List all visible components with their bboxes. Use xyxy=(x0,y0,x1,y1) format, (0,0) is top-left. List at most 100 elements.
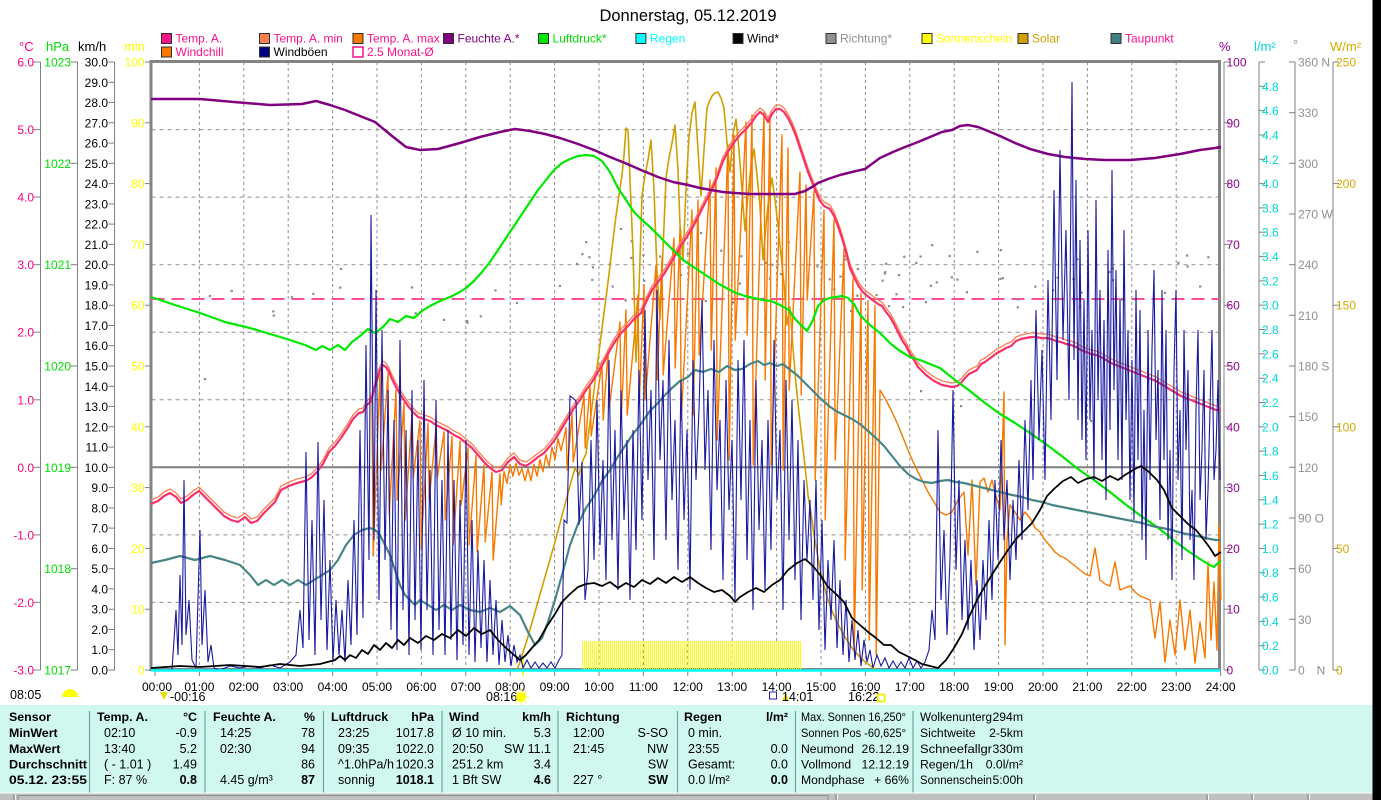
svg-text:Neumond: Neumond xyxy=(801,742,854,756)
svg-text:50: 50 xyxy=(1336,542,1350,556)
svg-text:30: 30 xyxy=(1298,613,1312,627)
svg-text:0.0l/m²: 0.0l/m² xyxy=(986,758,1023,772)
svg-text:Sonnen Pos -60,625°: Sonnen Pos -60,625° xyxy=(801,726,906,740)
svg-text:-0.9: -0.9 xyxy=(175,726,197,740)
svg-text:7.0: 7.0 xyxy=(91,522,108,536)
svg-text:15.0: 15.0 xyxy=(85,360,109,374)
svg-text:3.0: 3.0 xyxy=(1262,299,1279,313)
svg-text:12:00: 12:00 xyxy=(673,680,703,694)
svg-text:30.0: 30.0 xyxy=(85,56,109,70)
svg-text:0.0: 0.0 xyxy=(1262,664,1279,678)
svg-text:MinWert: MinWert xyxy=(9,726,58,740)
svg-text:80: 80 xyxy=(131,177,145,191)
svg-text:21.0: 21.0 xyxy=(85,238,109,252)
svg-text:1018: 1018 xyxy=(44,562,71,576)
svg-text:16:00: 16:00 xyxy=(850,680,880,694)
svg-text:05.12. 23:55: 05.12. 23:55 xyxy=(9,773,87,787)
svg-text:2.5 Monat-Ø: 2.5 Monat-Ø xyxy=(367,45,434,59)
svg-text:2.2: 2.2 xyxy=(1262,396,1279,410)
svg-text:1.0: 1.0 xyxy=(91,643,108,657)
svg-text:4.6: 4.6 xyxy=(534,773,551,787)
svg-text:Richtung*: Richtung* xyxy=(840,32,892,46)
svg-text:1020: 1020 xyxy=(44,360,71,374)
svg-text:6.0: 6.0 xyxy=(91,542,108,556)
svg-text:87: 87 xyxy=(301,773,315,787)
svg-text:14.0: 14.0 xyxy=(85,380,109,394)
svg-text:Richtung: Richtung xyxy=(566,710,620,724)
svg-text:%: % xyxy=(304,710,315,724)
svg-text:1.2: 1.2 xyxy=(1262,518,1279,532)
svg-text:00:00: 00:00 xyxy=(142,680,172,694)
svg-text:10: 10 xyxy=(1227,603,1241,617)
svg-text:227 °: 227 ° xyxy=(573,773,602,787)
svg-text:29.0: 29.0 xyxy=(85,76,109,90)
svg-text:Regen: Regen xyxy=(684,710,722,724)
svg-text:Windchill: Windchill xyxy=(176,45,224,59)
svg-text:4.0: 4.0 xyxy=(91,582,108,596)
svg-text:SW: SW xyxy=(648,773,668,787)
svg-text:11.0: 11.0 xyxy=(86,441,109,455)
svg-text:02:30: 02:30 xyxy=(220,742,251,756)
svg-text:100: 100 xyxy=(1336,420,1356,434)
svg-text:02:10: 02:10 xyxy=(104,726,135,740)
svg-text:Feuchte A.: Feuchte A. xyxy=(213,710,276,724)
svg-text:20: 20 xyxy=(1227,542,1241,556)
svg-text:10.0: 10.0 xyxy=(85,461,109,475)
svg-text:Luftdruck*: Luftdruck* xyxy=(553,32,607,46)
svg-text:02:00: 02:00 xyxy=(229,680,259,694)
svg-text:1.0: 1.0 xyxy=(1262,542,1279,556)
svg-text:08:00: 08:00 xyxy=(495,680,525,694)
svg-text:24.0: 24.0 xyxy=(85,177,109,191)
svg-text:100: 100 xyxy=(124,56,144,70)
svg-text:-2.0: -2.0 xyxy=(13,596,34,610)
svg-text:250: 250 xyxy=(1336,56,1356,70)
svg-text:23:55: 23:55 xyxy=(688,742,719,756)
svg-text:4.0: 4.0 xyxy=(1262,177,1279,191)
svg-text:3.2: 3.2 xyxy=(1262,274,1279,288)
svg-text:4.4: 4.4 xyxy=(1262,129,1279,143)
svg-text:1017.8: 1017.8 xyxy=(396,726,434,740)
svg-text:-3.0: -3.0 xyxy=(13,664,34,678)
svg-text:270 W: 270 W xyxy=(1298,208,1333,222)
svg-text:23:25: 23:25 xyxy=(338,726,369,740)
svg-text:5.0: 5.0 xyxy=(91,562,108,576)
svg-text:Wind*: Wind* xyxy=(747,32,779,46)
svg-text:2.8: 2.8 xyxy=(1262,323,1279,337)
svg-text:17.0: 17.0 xyxy=(85,319,109,333)
svg-text:4.45 g/m³: 4.45 g/m³ xyxy=(220,773,273,787)
svg-text:1019: 1019 xyxy=(44,461,71,475)
svg-text:1017: 1017 xyxy=(44,664,71,678)
svg-text:0.0: 0.0 xyxy=(91,664,108,678)
svg-text:251.2 km: 251.2 km xyxy=(452,758,503,772)
svg-text:0.0: 0.0 xyxy=(771,773,788,787)
svg-text:Wolkenunterg: Wolkenunterg xyxy=(920,710,992,724)
svg-text:5.0: 5.0 xyxy=(17,123,34,137)
svg-text:330m: 330m xyxy=(993,742,1024,756)
svg-text:0: 0 xyxy=(1336,664,1343,678)
svg-text:1020.3: 1020.3 xyxy=(396,758,434,772)
svg-text:0.0: 0.0 xyxy=(771,758,788,772)
svg-text:08:16: 08:16 xyxy=(486,690,517,704)
svg-text:5.3: 5.3 xyxy=(534,726,551,740)
svg-text:13.0: 13.0 xyxy=(85,400,109,414)
svg-text:Windböen: Windböen xyxy=(274,45,328,59)
svg-text:12.0: 12.0 xyxy=(85,420,109,434)
svg-text:14:00: 14:00 xyxy=(762,680,792,694)
svg-text:hPa: hPa xyxy=(411,710,434,724)
svg-text:2.4: 2.4 xyxy=(1262,372,1279,386)
svg-text:07:00: 07:00 xyxy=(451,680,481,694)
svg-text:12:00: 12:00 xyxy=(573,726,604,740)
svg-text:13:00: 13:00 xyxy=(717,680,747,694)
svg-text:1 Bft SW: 1 Bft SW xyxy=(452,773,502,787)
svg-text:80: 80 xyxy=(1227,177,1241,191)
svg-text:3.4: 3.4 xyxy=(534,758,551,772)
svg-text:0.4: 0.4 xyxy=(1262,615,1279,629)
svg-text:0.0: 0.0 xyxy=(17,461,34,475)
svg-text:%: % xyxy=(1219,39,1231,54)
svg-text:Taupunkt: Taupunkt xyxy=(1125,32,1174,46)
svg-text:°C: °C xyxy=(183,710,197,724)
svg-text:94: 94 xyxy=(301,742,315,756)
svg-text:km/h: km/h xyxy=(522,710,551,724)
svg-text:90 O: 90 O xyxy=(1298,512,1324,526)
svg-text:Wind: Wind xyxy=(449,710,479,724)
